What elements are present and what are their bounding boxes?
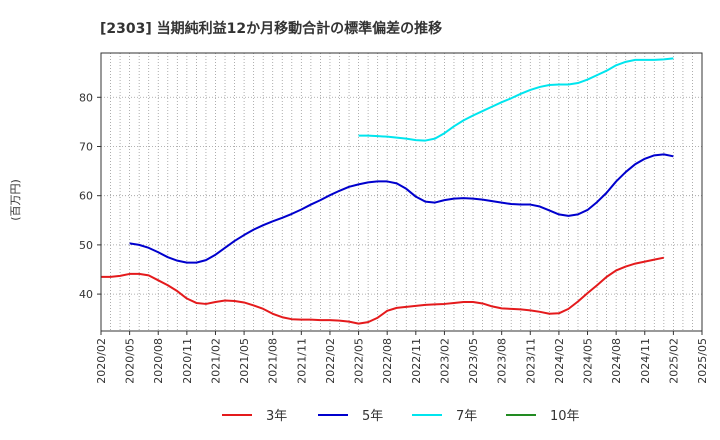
x-tick-label: 2022/08 — [381, 338, 394, 384]
legend-label: 5年 — [362, 409, 383, 424]
y-axis-label: (百万円) — [9, 179, 22, 221]
y-tick-label: 50 — [79, 239, 93, 252]
legend: 3年 5年 7年 10年 — [222, 409, 580, 424]
x-tick-label: 2022/02 — [324, 338, 337, 384]
y-tick-label: 60 — [79, 190, 93, 203]
y-tick-label: 40 — [79, 288, 93, 301]
x-tick-label: 2024/11 — [639, 338, 652, 384]
plot-area — [100, 52, 703, 332]
x-tick-label: 2022/05 — [353, 338, 366, 384]
x-tick-label: 2025/05 — [696, 338, 709, 384]
y-tick-label: 80 — [79, 91, 93, 104]
y-axis: 40 50 60 70 80 — [79, 91, 101, 301]
chart-title: [2303] 当期純利益12か月移動合計の標準偏差の推移 — [100, 20, 442, 37]
x-tick-label: 2023/11 — [524, 338, 537, 384]
legend-label: 7年 — [456, 409, 477, 424]
y-tick-label: 70 — [79, 140, 93, 153]
series-line-5年 — [129, 153, 674, 264]
x-tick-label: 2022/11 — [410, 338, 423, 384]
x-tick-label: 2020/08 — [152, 338, 165, 384]
x-tick-label: 2020/11 — [181, 338, 194, 384]
x-tick-label: 2021/05 — [238, 338, 251, 384]
x-tick-label: 2024/05 — [582, 338, 595, 384]
x-tick-label: 2021/08 — [267, 338, 280, 384]
series-line-3年 — [101, 256, 665, 325]
x-tick-label: 2020/02 — [95, 338, 108, 384]
x-tick-label: 2024/08 — [610, 338, 623, 384]
x-tick-label: 2020/05 — [124, 338, 137, 384]
x-tick-label: 2021/11 — [295, 338, 308, 384]
grid — [100, 53, 703, 331]
x-tick-label: 2024/02 — [553, 338, 566, 384]
x-tick-label: 2025/02 — [667, 338, 680, 384]
x-tick-label: 2023/02 — [438, 338, 451, 384]
series-line-7年 — [358, 57, 674, 142]
legend-label: 10年 — [550, 409, 580, 424]
x-tick-label: 2023/05 — [467, 338, 480, 384]
x-axis: 2020/02 2020/05 2020/08 2020/11 2021/02 2021/… — [95, 331, 709, 384]
x-tick-label: 2021/02 — [209, 338, 222, 384]
x-tick-label: 2023/08 — [496, 338, 509, 384]
series-lines — [101, 57, 674, 325]
legend-label: 3年 — [266, 409, 287, 424]
